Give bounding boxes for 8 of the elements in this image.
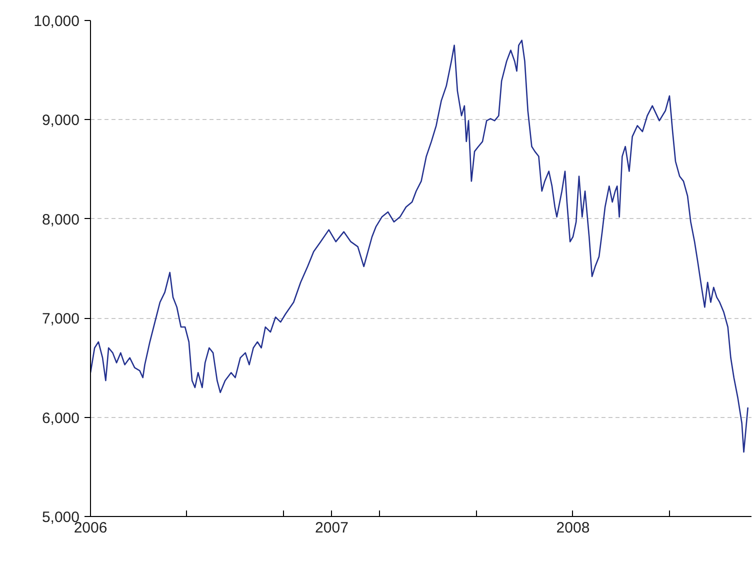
y-tick-label: 7,000: [42, 310, 80, 328]
y-tick-label: 10,000: [34, 13, 80, 30]
x-tick-label: 2008: [556, 520, 590, 536]
y-tick-label: 6,000: [42, 410, 80, 427]
x-tick-label: 2007: [315, 520, 348, 536]
y-tick-label: 9,000: [42, 112, 80, 130]
y-tick-label: 8,000: [42, 211, 80, 228]
line-series: [90, 40, 749, 453]
